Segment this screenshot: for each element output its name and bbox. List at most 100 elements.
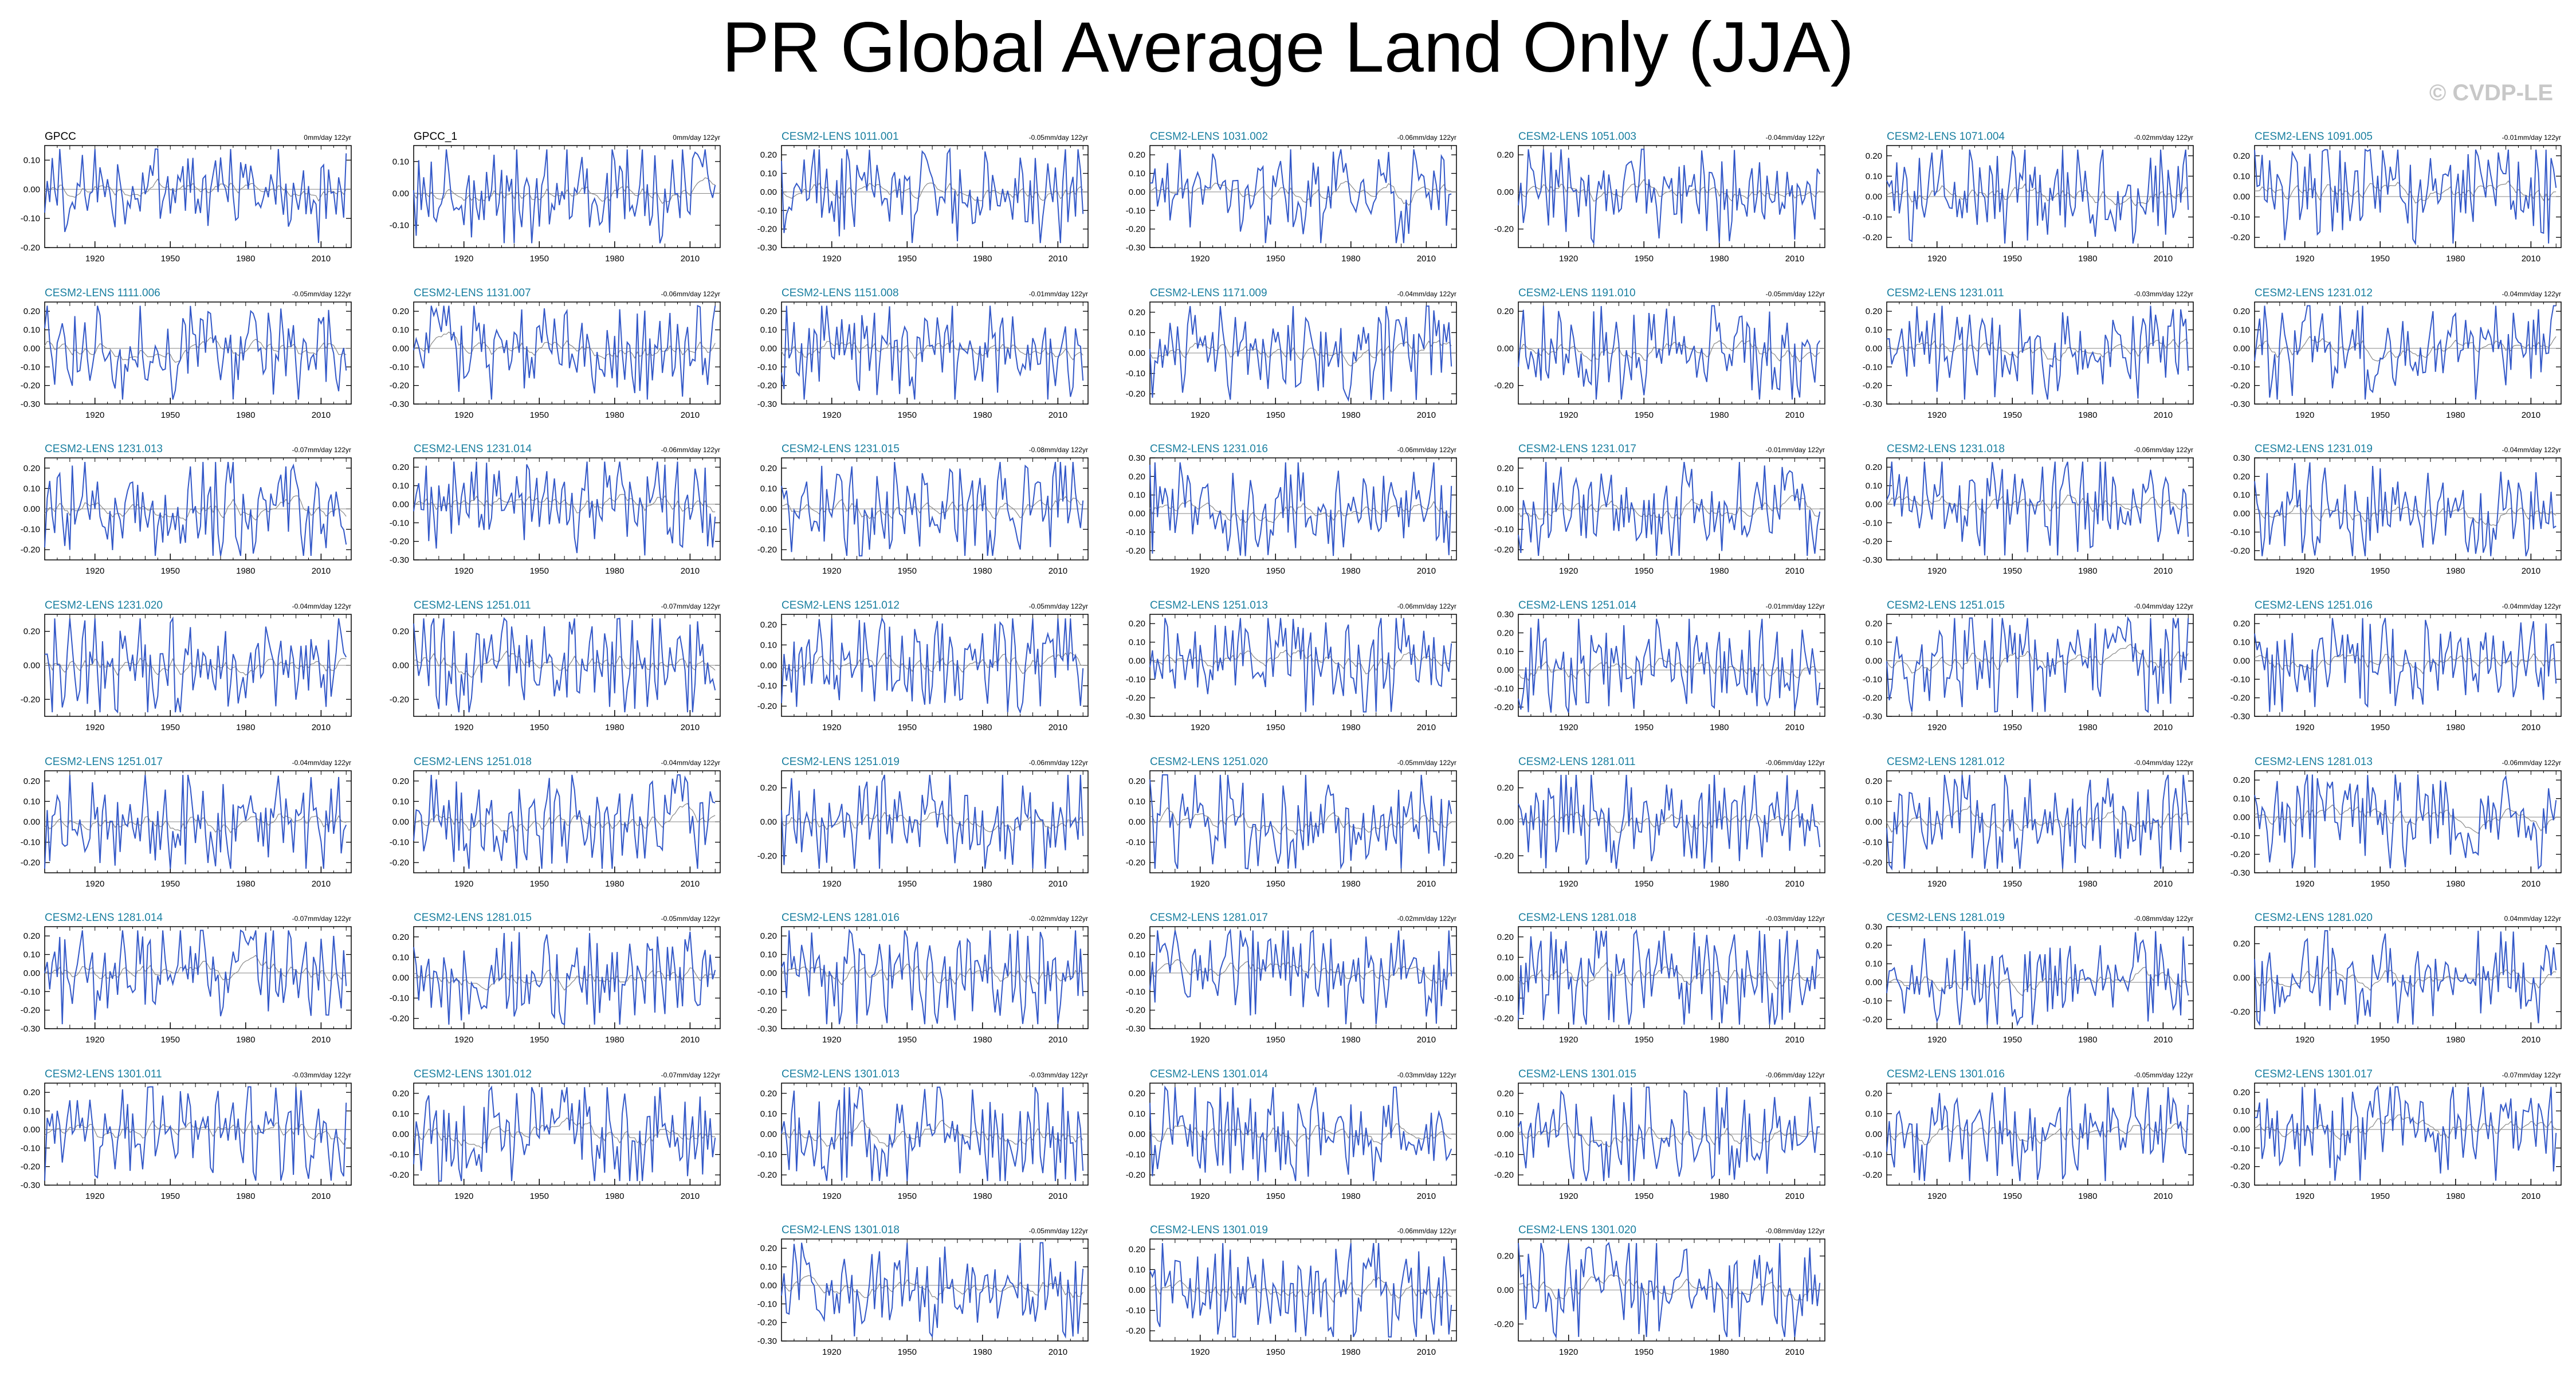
series-line (2254, 618, 2557, 712)
y-tick-label: -0.20 (1126, 225, 1145, 234)
trend-label: -0.06mm/day 122yr (1397, 602, 1456, 610)
trend-label: -0.04mm/day 122yr (2134, 759, 2193, 767)
panel-cesm2-lens-1251-011: CESM2-LENS 1251.011 -0.07mm/day 122yr 1920… (390, 599, 721, 732)
trend-label: -0.03mm/day 122yr (292, 1071, 351, 1079)
x-tick-label: 2010 (1417, 1191, 1436, 1201)
plot-frame (1149, 457, 1457, 560)
y-tick-label: -0.30 (1126, 1024, 1145, 1034)
x-tick-label: 2010 (1417, 566, 1436, 576)
x-tick-label: 1950 (898, 566, 917, 576)
x-tick-label: 1950 (1266, 410, 1285, 420)
x-tick-label: 1920 (822, 410, 841, 420)
panel-cesm2-lens-1281-013: CESM2-LENS 1281.013 -0.06mm/day 122yr 1920… (2231, 756, 2562, 889)
series-line (413, 1085, 716, 1182)
y-tick-label: 0.00 (1497, 817, 1514, 827)
y-tick-label: 0.20 (1866, 1089, 1882, 1099)
plot-frame (2254, 1083, 2562, 1186)
y-tick-label: 0.20 (1129, 777, 1145, 786)
panel-name: CESM2-LENS 1131.007 (414, 287, 531, 299)
y-tick-label: -0.30 (1126, 712, 1145, 722)
panel-name: CESM2-LENS 1251.015 (1887, 599, 2005, 611)
y-tick-label: -0.10 (757, 987, 777, 997)
x-tick-label: 1920 (1927, 566, 1946, 576)
y-tick-label: 0.20 (2233, 151, 2250, 161)
y-tick-label: -0.20 (390, 1014, 409, 1024)
x-tick-label: 2010 (681, 254, 700, 264)
y-tick-label: 0.10 (23, 326, 40, 335)
x-tick-label: 2010 (681, 1035, 700, 1045)
y-tick-label: -0.20 (2231, 693, 2250, 703)
smoothed-series-line (44, 337, 347, 363)
x-tick-label: 1950 (1635, 1191, 1654, 1201)
x-tick-label: 1920 (1927, 879, 1946, 889)
trend-label: -0.06mm/day 122yr (1029, 759, 1088, 767)
y-tick-label: 0.20 (1497, 1252, 1514, 1261)
plot-frame (1886, 926, 2194, 1029)
y-tick-label: 0.20 (392, 627, 409, 637)
trend-label: 0mm/day 122yr (304, 134, 351, 142)
y-tick-label: -0.10 (1494, 994, 1514, 1003)
trend-label: -0.01mm/day 122yr (2502, 134, 2561, 142)
x-tick-label: 1950 (2371, 879, 2390, 889)
y-tick-label: 0.10 (1129, 638, 1145, 648)
y-tick-label: 0.00 (760, 504, 777, 514)
y-tick-label: 0.10 (1129, 1109, 1145, 1119)
x-tick-label: 1950 (2003, 566, 2022, 576)
x-tick-label: 2010 (2154, 1035, 2173, 1045)
y-tick-label: 0.20 (23, 307, 40, 316)
panel-name: CESM2-LENS 1281.016 (782, 912, 900, 924)
y-tick-label: 0.20 (392, 462, 409, 472)
x-tick-label: 1950 (161, 410, 180, 420)
smoothed-series-line (781, 1275, 1083, 1300)
series-line (2254, 774, 2557, 870)
series-line (2254, 930, 2557, 1027)
y-tick-label: 0.20 (1497, 932, 1514, 942)
y-tick-label: -0.10 (1126, 675, 1145, 684)
panel-cesm2-lens-1231-017: CESM2-LENS 1231.017 -0.01mm/day 122yr 1920… (1494, 443, 1825, 576)
x-tick-label: 1920 (2295, 254, 2314, 264)
y-tick-label: 0.20 (760, 620, 777, 630)
y-tick-label: 0.00 (1866, 192, 1882, 202)
panel-cesm2-lens-1251-013: CESM2-LENS 1251.013 -0.06mm/day 122yr 1920… (1126, 599, 1457, 732)
x-tick-label: 1920 (2295, 1035, 2314, 1045)
x-tick-label: 1980 (1710, 1347, 1729, 1357)
panel-cesm2-lens-1251-017: CESM2-LENS 1251.017 -0.04mm/day 122yr 1920… (21, 756, 352, 889)
y-tick-label: 0.20 (1129, 308, 1145, 317)
panel-cesm2-lens-1301-014: CESM2-LENS 1301.014 -0.03mm/day 122yr 1920… (1126, 1068, 1457, 1201)
panel-cesm2-lens-1251-012: CESM2-LENS 1251.012 -0.05mm/day 122yr 1920… (757, 599, 1089, 732)
smoothed-series-line (1149, 340, 1452, 367)
series-line (1149, 774, 1452, 870)
series-line (1149, 149, 1452, 244)
trend-label: -0.05mm/day 122yr (1029, 1227, 1088, 1235)
x-tick-label: 1980 (1341, 723, 1360, 732)
y-tick-label: 0.00 (1866, 500, 1882, 509)
series-line (781, 774, 1084, 869)
y-tick-label: -0.10 (2231, 1143, 2250, 1153)
y-tick-label: -0.20 (2231, 381, 2250, 391)
y-tick-label: -0.10 (390, 994, 409, 1003)
x-tick-label: 2010 (681, 879, 700, 889)
panel-name: CESM2-LENS 1171.009 (1150, 287, 1267, 299)
x-tick-label: 2010 (1785, 566, 1804, 576)
panel-cesm2-lens-1301-011: CESM2-LENS 1301.011 -0.03mm/day 122yr 1920… (21, 1068, 352, 1201)
x-tick-label: 1920 (85, 254, 104, 264)
y-tick-label: 0.20 (760, 1089, 777, 1099)
y-tick-label: 0.00 (392, 661, 409, 670)
series-line (413, 304, 716, 400)
x-tick-label: 1950 (1266, 723, 1285, 732)
x-tick-label: 1950 (1635, 1035, 1654, 1045)
x-tick-label: 2010 (681, 723, 700, 732)
y-tick-label: -0.10 (1863, 996, 1882, 1006)
series-line (44, 929, 347, 1025)
y-tick-label: 0.20 (1129, 472, 1145, 481)
y-tick-label: 0.10 (1866, 326, 1882, 335)
y-tick-label: -0.10 (757, 1150, 777, 1160)
series-line (1149, 618, 1452, 713)
panel-name: CESM2-LENS 1251.019 (782, 756, 900, 768)
x-tick-label: 1950 (2003, 1035, 2022, 1045)
plot-frame (1518, 301, 1825, 405)
panel-cesm2-lens-1071-004: CESM2-LENS 1071.004 -0.02mm/day 122yr 1920… (1863, 131, 2194, 264)
x-tick-label: 1950 (2371, 1035, 2390, 1045)
y-tick-label: 0.10 (2233, 171, 2250, 181)
